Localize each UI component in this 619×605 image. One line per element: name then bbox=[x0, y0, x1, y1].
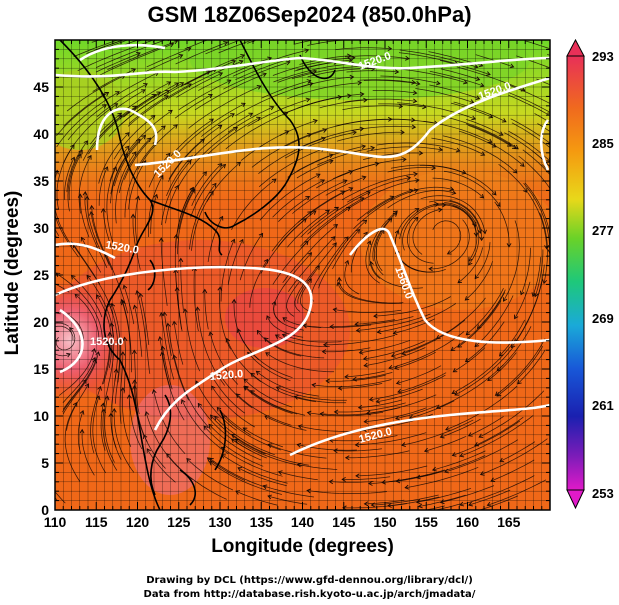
contour-line bbox=[134, 76, 550, 167]
colorbar-label: 261 bbox=[592, 398, 614, 413]
contour-line bbox=[55, 265, 313, 431]
contour-line bbox=[348, 227, 550, 344]
contour-label: 1520.0 bbox=[209, 368, 244, 383]
contour-line bbox=[55, 56, 550, 78]
contour-label: 1520.0 bbox=[104, 239, 139, 257]
colorbar-label: 277 bbox=[592, 223, 614, 238]
x-tick-label: 150 bbox=[373, 514, 397, 530]
y-tick-label: 15 bbox=[33, 361, 49, 377]
x-tick-label: 125 bbox=[167, 514, 191, 530]
credit-line-data: Data from http://database.rish.kyoto-u.a… bbox=[143, 589, 476, 600]
colorbar-label: 269 bbox=[592, 311, 614, 326]
x-tick-label: 160 bbox=[456, 514, 480, 530]
y-tick-label: 5 bbox=[41, 455, 49, 471]
x-tick-label: 145 bbox=[332, 514, 356, 530]
contour-line bbox=[95, 107, 158, 151]
y-axis-ticks: 0 5 10 15 20 25 30 35 40 45 bbox=[33, 48, 550, 518]
colorbar-bottom-arrow bbox=[566, 489, 585, 510]
contour-line bbox=[79, 43, 166, 62]
credit-line-dcl: Drawing by DCL (https://www.gfd-dennou.o… bbox=[146, 575, 473, 586]
x-tick-label: 165 bbox=[497, 514, 521, 530]
colorbar-label: 253 bbox=[592, 486, 614, 501]
x-tick-label: 120 bbox=[126, 514, 150, 530]
y-tick-label: 25 bbox=[33, 267, 49, 283]
contour-line bbox=[59, 308, 84, 374]
contour-line bbox=[289, 403, 550, 457]
colorbar: 293 285 277 269 261 253 bbox=[566, 38, 614, 510]
x-axis-ticks: 110 115 120 125 130 135 140 145 150 155 160 165 bbox=[44, 40, 543, 530]
colorbar-label: 293 bbox=[592, 49, 614, 64]
x-tick-label: 135 bbox=[250, 514, 274, 530]
x-tick-label: 155 bbox=[415, 514, 439, 530]
chart-title: GSM 18Z06Sep2024 (850.0hPa) bbox=[147, 2, 472, 27]
x-tick-label: 110 bbox=[44, 514, 67, 530]
x-axis-label: Longitude (degrees) bbox=[211, 536, 394, 557]
y-tick-label: 35 bbox=[33, 173, 49, 189]
height-contours bbox=[55, 43, 550, 457]
x-tick-label: 140 bbox=[291, 514, 315, 530]
y-axis-label: Latitude (degrees) bbox=[2, 190, 23, 356]
colorbar-top-arrow bbox=[566, 38, 585, 57]
contour-line bbox=[55, 242, 116, 260]
y-tick-label: 40 bbox=[33, 126, 49, 142]
y-tick-label: 10 bbox=[33, 408, 49, 424]
contour-label: 1520.0 bbox=[90, 336, 124, 348]
y-tick-label: 0 bbox=[41, 502, 49, 518]
y-tick-label: 30 bbox=[33, 220, 49, 236]
contour-line bbox=[539, 119, 550, 171]
x-tick-label: 115 bbox=[85, 514, 108, 530]
colorbar-label: 285 bbox=[592, 136, 614, 151]
x-tick-label: 130 bbox=[208, 514, 232, 530]
y-tick-label: 45 bbox=[33, 79, 49, 95]
y-tick-label: 20 bbox=[33, 314, 49, 330]
